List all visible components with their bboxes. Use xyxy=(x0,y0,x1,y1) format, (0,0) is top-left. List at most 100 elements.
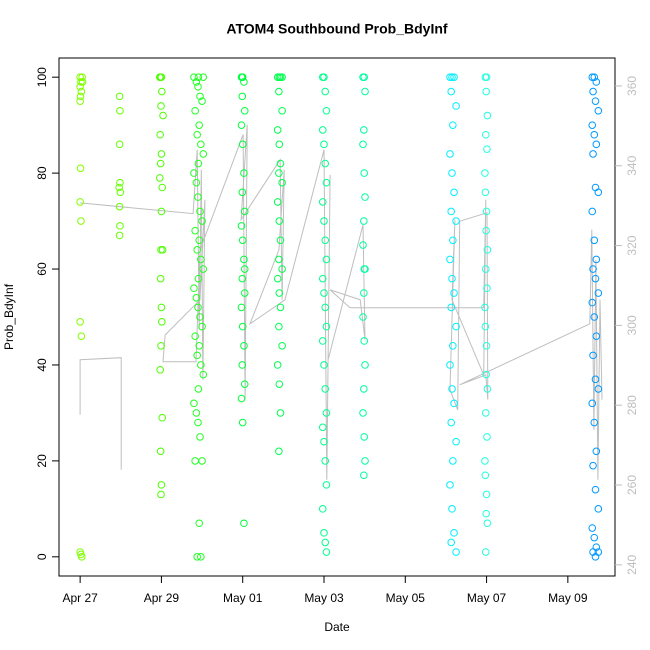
point xyxy=(481,409,490,417)
point xyxy=(483,519,492,528)
point xyxy=(158,183,167,192)
point xyxy=(196,433,204,441)
point xyxy=(320,437,328,446)
point xyxy=(194,193,202,201)
point xyxy=(278,341,286,350)
point xyxy=(592,140,601,149)
point xyxy=(157,481,166,489)
point xyxy=(157,102,165,110)
point xyxy=(482,341,491,350)
point xyxy=(76,317,84,326)
point xyxy=(276,159,285,168)
point xyxy=(199,150,208,158)
point xyxy=(276,303,285,312)
point xyxy=(361,193,369,201)
point xyxy=(448,73,456,81)
point xyxy=(483,433,491,441)
y-tick-label: 40 xyxy=(35,358,49,372)
point xyxy=(240,207,249,216)
point xyxy=(592,447,601,456)
point xyxy=(116,106,124,115)
point xyxy=(240,78,248,86)
point xyxy=(449,121,457,129)
point xyxy=(594,505,603,513)
point xyxy=(450,289,458,297)
point xyxy=(592,78,601,86)
point xyxy=(452,322,460,331)
point xyxy=(190,399,198,408)
point xyxy=(193,246,201,254)
point xyxy=(158,317,166,326)
point xyxy=(199,265,208,273)
point xyxy=(318,198,327,206)
y-tick-label: 60 xyxy=(35,262,49,276)
point xyxy=(240,169,248,177)
point xyxy=(321,538,330,547)
point xyxy=(194,385,203,393)
plot-frame xyxy=(58,57,616,577)
point xyxy=(450,529,458,537)
point xyxy=(589,351,597,360)
point xyxy=(588,399,597,408)
point xyxy=(481,457,489,465)
y2-tick-label: 240 xyxy=(625,554,639,574)
y2-tick-label: 320 xyxy=(625,235,639,255)
point xyxy=(237,222,246,230)
point xyxy=(191,332,199,340)
x-tick-label: May 01 xyxy=(223,591,263,605)
point xyxy=(321,87,330,96)
point xyxy=(158,246,167,254)
x-tick-label: Apr 29 xyxy=(144,591,180,605)
point xyxy=(359,313,367,321)
point xyxy=(199,73,208,81)
point xyxy=(450,399,458,408)
point xyxy=(240,380,249,388)
point xyxy=(76,198,84,206)
point xyxy=(157,150,166,158)
point xyxy=(447,418,456,427)
point xyxy=(78,78,87,86)
point xyxy=(155,174,164,182)
y2-tick-label: 300 xyxy=(625,315,639,335)
point xyxy=(481,303,489,312)
point xyxy=(447,87,456,96)
point xyxy=(278,265,286,273)
point xyxy=(321,303,330,312)
x-tick-label: May 07 xyxy=(467,591,507,605)
point xyxy=(321,159,330,168)
point xyxy=(591,274,600,283)
point xyxy=(273,198,282,206)
point xyxy=(238,274,247,283)
point xyxy=(238,140,247,149)
point xyxy=(275,140,284,149)
point xyxy=(483,284,491,293)
y-axis-label: Prob_BdyInf xyxy=(2,283,16,350)
point xyxy=(115,92,124,101)
point xyxy=(448,385,456,393)
point xyxy=(77,217,85,225)
point xyxy=(318,423,327,432)
y-tick-label: 20 xyxy=(35,454,49,468)
point xyxy=(322,409,331,417)
point xyxy=(198,97,206,105)
y-tick-label: 100 xyxy=(35,67,49,87)
point xyxy=(481,322,490,331)
point xyxy=(196,313,204,321)
point xyxy=(318,274,327,283)
point xyxy=(481,265,490,273)
point xyxy=(193,351,201,360)
point xyxy=(481,188,490,197)
point xyxy=(483,111,492,120)
point xyxy=(77,332,86,340)
point xyxy=(483,145,491,153)
point xyxy=(194,418,202,427)
point xyxy=(238,322,247,331)
point xyxy=(318,337,327,345)
point xyxy=(116,188,125,197)
point xyxy=(158,413,167,422)
point xyxy=(322,548,331,556)
point xyxy=(449,457,457,465)
point xyxy=(360,73,369,81)
point xyxy=(190,284,198,293)
